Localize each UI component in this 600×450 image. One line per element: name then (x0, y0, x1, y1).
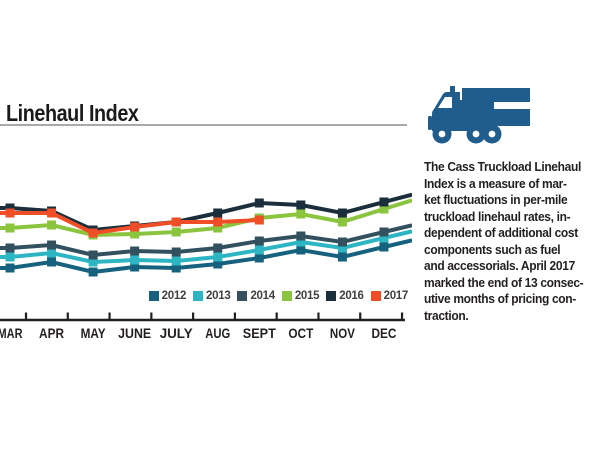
legend-swatch-2016 (326, 291, 337, 301)
data-point-2014-MAY (88, 250, 98, 260)
legend-label-2015: 2015 (294, 290, 320, 302)
data-point-2013-MAY (88, 257, 98, 267)
data-point-2016-AUG (213, 208, 223, 218)
data-point-2014-APR (47, 240, 57, 250)
data-point-2012-MAY (88, 267, 98, 277)
legend-item-2012: 2012 (148, 290, 187, 302)
chart-legend: 2012 2013 2014 2015 2016 2017 (0, 289, 408, 303)
legend-swatch-2012 (148, 291, 159, 301)
data-point-2015-MAR (5, 223, 15, 233)
data-point-2014-NOV (337, 237, 347, 247)
index-description: The Cass Truckload Linehaul Index is a m… (424, 160, 584, 323)
data-point-2013-APR (47, 248, 57, 258)
data-point-2015-JULY (171, 227, 181, 237)
series-line-2012 (0, 238, 412, 275)
legend-swatch-2015 (281, 291, 292, 301)
data-point-2013-NOV (337, 243, 347, 253)
data-point-2017-MAY (88, 228, 98, 238)
data-point-2015-DEC (379, 204, 389, 214)
data-point-2013-AUG (213, 252, 223, 262)
data-point-2012-APR (47, 257, 57, 267)
legend-swatch-2017 (370, 291, 381, 301)
legend-label-2014: 2014 (250, 290, 275, 302)
data-point-2012-NOV (337, 252, 347, 262)
data-point-2016-OCT (296, 200, 306, 210)
data-point-2012-DEC (379, 242, 389, 252)
data-point-2014-JUNE (130, 246, 140, 256)
data-point-2016-SEPT (254, 198, 264, 208)
series-line-2016 (0, 192, 412, 233)
legend-label-2017: 2017 (383, 290, 409, 302)
legend-swatch-2013 (193, 291, 204, 301)
series-line-2014 (0, 223, 412, 258)
data-point-2013-SEPT (254, 245, 264, 255)
data-point-2014-AUG (213, 243, 223, 253)
x-axis-label-apr: APR (39, 325, 64, 341)
data-point-2015-JUNE (130, 229, 140, 239)
legend-item-2015: 2015 (281, 290, 320, 302)
data-point-2017-APR (47, 208, 57, 218)
data-point-2015-APR (47, 220, 57, 230)
x-axis-label-dec: DEC (371, 325, 396, 341)
legend-item-2013: 2013 (193, 290, 231, 302)
x-axis-label-july: JULY (160, 325, 194, 341)
data-point-2013-MAR (5, 252, 15, 262)
data-point-2014-SEPT (254, 236, 264, 246)
data-point-2012-OCT (296, 245, 306, 255)
data-point-2015-AUG (213, 223, 223, 233)
data-point-2013-OCT (296, 237, 306, 247)
linehaul-chart: MAR APR MAY JUNE JULY AUG SEPT OCT NOV DEC (0, 192, 412, 341)
chart-title: Linehaul Index (6, 100, 139, 126)
legend-label-2016: 2016 (339, 290, 364, 302)
data-point-2014-DEC (379, 227, 389, 237)
x-axis-label-sept: SEPT (243, 325, 276, 341)
data-point-2013-DEC (379, 233, 389, 243)
title-divider (0, 124, 407, 126)
data-point-2017-SEPT (254, 215, 264, 225)
data-point-2012-JUNE (130, 262, 140, 272)
data-point-2016-NOV (337, 208, 347, 218)
data-point-2013-JUNE (130, 255, 140, 265)
data-point-2014-OCT (296, 231, 306, 241)
truck-icon-shape (428, 86, 530, 144)
legend-item-2014: 2014 (237, 290, 275, 302)
data-point-2016-MAR (5, 203, 15, 213)
data-point-2017-JULY (171, 217, 181, 227)
data-point-2012-JULY (171, 263, 181, 273)
data-point-2012-MAR (5, 263, 15, 273)
series-line-2013 (0, 229, 412, 265)
data-point-2017-MAR (5, 208, 15, 218)
legend-item-2017: 2017 (370, 290, 409, 302)
data-point-2012-AUG (213, 259, 223, 269)
legend-label-2012: 2012 (161, 290, 187, 302)
data-point-2015-NOV (337, 217, 347, 227)
data-point-2014-MAR (5, 243, 15, 253)
x-axis-label-aug: AUG (205, 325, 230, 341)
legend-item-2016: 2016 (326, 290, 364, 302)
series-line-2017 (0, 211, 260, 236)
x-axis-label-may: MAY (81, 325, 107, 341)
data-point-2017-AUG (213, 217, 223, 227)
data-point-2016-DEC (379, 197, 389, 207)
x-axis-label-oct: OCT (288, 325, 313, 341)
data-point-2014-JULY (171, 247, 181, 257)
x-axis-label-june: JUNE (118, 325, 151, 341)
data-point-2012-SEPT (254, 253, 264, 263)
data-point-2017-JUNE (130, 222, 140, 232)
data-point-2013-JULY (171, 256, 181, 266)
legend-swatch-2014 (237, 291, 248, 301)
data-point-2015-OCT (296, 209, 306, 219)
x-axis-label-nov: NOV (330, 325, 356, 341)
truck-icon (428, 86, 530, 144)
x-axis-label-mar: MAR (0, 325, 23, 341)
series-line-2015 (0, 198, 412, 238)
legend-label-2013: 2013 (206, 290, 231, 302)
